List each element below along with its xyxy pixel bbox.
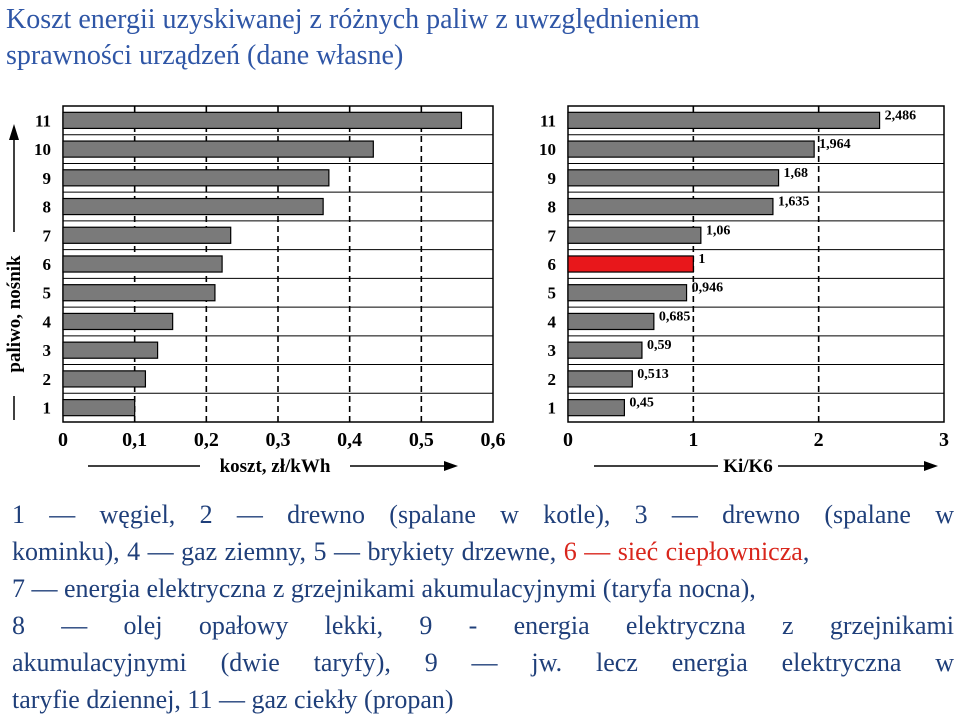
y-tick-label: 1 xyxy=(43,399,52,418)
bar-11 xyxy=(567,111,881,130)
cost-chart: 0 0,1 0,2 0,3 0,4 0,5 0,6 1 2 3 4 5 6 7 8 9 10 11 koszt, z… xyxy=(4,105,506,477)
x-tick-label: 3 xyxy=(939,429,949,451)
data-label: 0,946 xyxy=(692,281,724,296)
bar-7 xyxy=(62,226,232,244)
legend-line-2: kominku), 4 — gaz ziemny, 5 — brykiety d… xyxy=(12,533,954,570)
y-tick-label: 4 xyxy=(548,312,557,331)
data-label: 2,486 xyxy=(885,108,917,123)
y-tick-label: 11 xyxy=(540,111,556,130)
y-tick-label: 8 xyxy=(43,198,52,217)
x-tick-label: 0,4 xyxy=(337,429,362,451)
legend-line-2c: , xyxy=(802,537,810,566)
y-tick-label: 9 xyxy=(43,169,52,188)
y-axis-label: paliwo, nośnik xyxy=(4,255,25,373)
bar-3 xyxy=(567,341,643,359)
x-tick-label: 0,5 xyxy=(409,429,434,451)
x-tick-label: 0,2 xyxy=(194,429,219,451)
y-tick-label: 7 xyxy=(548,226,557,245)
y-tick-label: 9 xyxy=(548,169,557,188)
data-label: 1,06 xyxy=(706,223,731,238)
data-label: 1,964 xyxy=(819,137,851,152)
title-line-2: sprawności urządzeń (dane własne) xyxy=(6,40,404,71)
bar-10 xyxy=(567,140,815,158)
x-tick-label: 2 xyxy=(814,429,824,451)
y-tick-label: 6 xyxy=(548,255,557,274)
data-label: 0,59 xyxy=(647,338,672,353)
data-label: 1,635 xyxy=(778,195,810,210)
y-tick-label: 6 xyxy=(43,255,52,274)
x-tick-label: 1 xyxy=(688,429,698,451)
bar-10 xyxy=(62,140,374,158)
legend-line-3: 7 — energia elektryczna z grzejnikami ak… xyxy=(12,574,756,603)
x-axis-arrowhead xyxy=(924,461,938,471)
data-label: 0,685 xyxy=(659,309,691,324)
data-label: 0,45 xyxy=(629,396,654,411)
legend-line-6: taryfie dziennej, 11 — gaz ciekły (propa… xyxy=(12,685,454,714)
y-tick-label: 5 xyxy=(548,284,557,303)
bar-4 xyxy=(62,312,174,331)
x-tick-label: 0,6 xyxy=(481,429,506,451)
y-tick-label: 11 xyxy=(35,111,51,130)
bar-8 xyxy=(567,197,774,216)
y-tick-label: 1 xyxy=(548,399,557,418)
y-tick-label: 2 xyxy=(43,370,52,389)
x-tick-label: 0,3 xyxy=(266,429,291,451)
legend-item-6-highlight: 6 — sieć ciepłownicza xyxy=(563,537,803,566)
y-tick-label: 3 xyxy=(43,341,52,360)
data-label: 0,513 xyxy=(637,367,669,382)
legend-line-4: 8 — olej opałowy lekki, 9 - energia elek… xyxy=(12,611,954,640)
bar-5 xyxy=(62,284,216,302)
x-axis-label: Ki/K6 xyxy=(723,456,773,477)
data-label: 1 xyxy=(698,252,705,267)
bar-9 xyxy=(62,169,330,187)
y-axis-arrowhead xyxy=(9,124,19,140)
data-label: 1,68 xyxy=(784,166,809,181)
bar-2 xyxy=(567,370,633,388)
x-axis-arrowhead xyxy=(444,461,458,471)
y-tick-label: 10 xyxy=(34,140,51,159)
y-tick-label: 10 xyxy=(539,140,556,159)
bar-5 xyxy=(567,284,688,302)
x-tick-label: 0 xyxy=(58,429,68,451)
legend: 1 — węgiel, 2 — drewno (spalane w kotle)… xyxy=(12,496,954,718)
bar-6 xyxy=(62,255,223,273)
y-tick-label: 5 xyxy=(43,284,52,303)
y-tick-label: 3 xyxy=(548,341,557,360)
y-tick-label: 2 xyxy=(548,370,557,389)
bar-3 xyxy=(62,341,159,359)
bar-6 xyxy=(567,255,694,273)
bar-8 xyxy=(62,197,324,216)
y-tick-label: 8 xyxy=(548,198,557,217)
title-line-1: Koszt energii uzyskiwanej z różnych pali… xyxy=(6,4,700,35)
bar-7 xyxy=(567,226,702,244)
bar-1 xyxy=(62,398,136,417)
y-tick-label: 4 xyxy=(43,312,52,331)
bar-4 xyxy=(567,312,655,331)
x-tick-label: 0,1 xyxy=(122,429,147,451)
legend-line-1: 1 — węgiel, 2 — drewno (spalane w kotle)… xyxy=(12,500,954,529)
legend-line-5: akumulacyjnymi (dwie taryfy), 9 — jw. le… xyxy=(12,648,954,677)
x-axis-label: koszt, zł/kWh xyxy=(220,456,331,477)
bar-1 xyxy=(567,398,626,417)
bar-9 xyxy=(567,169,780,187)
legend-line-2a: kominku), 4 — gaz ziemny, 5 — brykiety d… xyxy=(12,537,557,566)
x-tick-label: 0 xyxy=(563,429,573,451)
slide-title: Koszt energii uzyskiwanej z różnych pali… xyxy=(6,2,956,74)
y-tick-label: 7 xyxy=(43,226,52,245)
bar-2 xyxy=(62,370,147,388)
bar-11 xyxy=(62,111,463,130)
